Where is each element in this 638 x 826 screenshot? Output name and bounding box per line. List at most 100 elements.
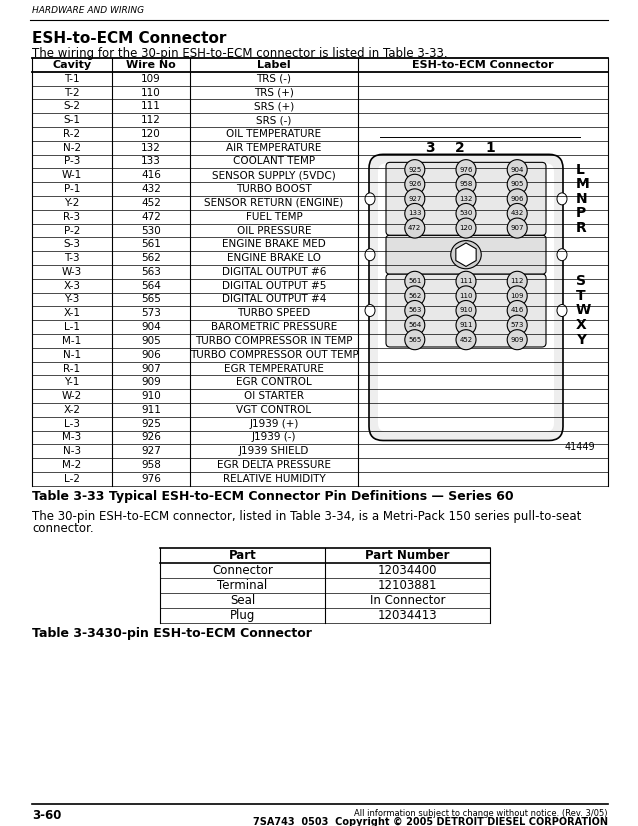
Circle shape <box>507 315 527 335</box>
Text: 7SA743  0503  Copyright © 2005 DETROIT DIESEL CORPORATION: 7SA743 0503 Copyright © 2005 DETROIT DIE… <box>253 817 608 826</box>
Text: Label: Label <box>257 60 291 70</box>
Text: 111: 111 <box>459 278 473 284</box>
Text: Plug: Plug <box>230 609 255 622</box>
FancyBboxPatch shape <box>386 163 546 235</box>
Text: 562: 562 <box>141 253 161 263</box>
Ellipse shape <box>557 192 567 205</box>
Circle shape <box>507 330 527 349</box>
Text: 416: 416 <box>510 307 524 314</box>
Text: SRS (-): SRS (-) <box>256 115 292 125</box>
Text: 30-pin ESH-to-ECM Connector: 30-pin ESH-to-ECM Connector <box>87 627 312 640</box>
Text: N-2: N-2 <box>63 143 81 153</box>
Text: 911: 911 <box>459 322 473 328</box>
Text: T: T <box>576 289 586 303</box>
Circle shape <box>404 330 425 349</box>
Text: 909: 909 <box>141 377 161 387</box>
Text: X-1: X-1 <box>64 308 80 318</box>
Text: COOLANT TEMP: COOLANT TEMP <box>233 156 315 167</box>
Text: L-3: L-3 <box>64 419 80 429</box>
Text: 561: 561 <box>408 278 422 284</box>
Text: R: R <box>576 221 587 235</box>
Text: 452: 452 <box>141 198 161 208</box>
Text: N: N <box>576 192 588 206</box>
Circle shape <box>456 218 476 238</box>
Text: P: P <box>576 206 586 221</box>
Circle shape <box>456 286 476 306</box>
Text: SENSOR SUPPLY (5VDC): SENSOR SUPPLY (5VDC) <box>212 170 336 180</box>
Text: 910: 910 <box>459 307 473 314</box>
Text: 432: 432 <box>510 211 524 216</box>
Circle shape <box>404 189 425 209</box>
Ellipse shape <box>365 249 375 261</box>
Circle shape <box>456 330 476 349</box>
Text: S-3: S-3 <box>64 240 80 249</box>
Text: 905: 905 <box>141 336 161 346</box>
Text: EGR CONTROL: EGR CONTROL <box>236 377 312 387</box>
Circle shape <box>507 189 527 209</box>
Text: ENGINE BRAKE MED: ENGINE BRAKE MED <box>222 240 326 249</box>
Text: connector.: connector. <box>32 522 94 534</box>
Text: EGR DELTA PRESSURE: EGR DELTA PRESSURE <box>217 460 331 470</box>
Text: 41449: 41449 <box>565 442 596 452</box>
Text: ESH-to-ECM Connector: ESH-to-ECM Connector <box>412 60 554 70</box>
Text: 109: 109 <box>510 293 524 299</box>
Text: 976: 976 <box>459 167 473 173</box>
Circle shape <box>404 174 425 194</box>
Circle shape <box>507 301 527 320</box>
Circle shape <box>404 301 425 320</box>
Ellipse shape <box>557 249 567 261</box>
Text: The 30-pin ESH-to-ECM connector, listed in Table 3-34, is a Metri-Pack 150 serie: The 30-pin ESH-to-ECM connector, listed … <box>32 510 581 523</box>
Text: AIR TEMPERATURE: AIR TEMPERATURE <box>226 143 322 153</box>
Text: 927: 927 <box>141 446 161 456</box>
Text: R-3: R-3 <box>63 211 80 221</box>
Text: 112: 112 <box>141 115 161 125</box>
Text: EGR TEMPERATURE: EGR TEMPERATURE <box>224 363 324 373</box>
Text: R-2: R-2 <box>63 129 80 139</box>
Text: TURBO SPEED: TURBO SPEED <box>237 308 311 318</box>
Text: L: L <box>576 163 585 177</box>
Circle shape <box>456 203 476 224</box>
Text: 904: 904 <box>141 322 161 332</box>
Text: 416: 416 <box>141 170 161 180</box>
Text: 3-60: 3-60 <box>32 809 61 822</box>
Text: 12034400: 12034400 <box>378 564 437 577</box>
Circle shape <box>507 271 527 292</box>
Text: 1: 1 <box>485 140 495 154</box>
Text: X-2: X-2 <box>64 405 80 415</box>
Text: 452: 452 <box>459 337 473 343</box>
Text: 976: 976 <box>141 474 161 484</box>
Text: 472: 472 <box>141 211 161 221</box>
Text: 573: 573 <box>510 322 524 328</box>
Text: 926: 926 <box>408 181 422 188</box>
Text: TURBO COMPRESSOR OUT TEMP: TURBO COMPRESSOR OUT TEMP <box>189 349 359 359</box>
Text: 120: 120 <box>459 225 473 231</box>
Text: P-2: P-2 <box>64 225 80 235</box>
Text: 133: 133 <box>408 211 422 216</box>
Text: 132: 132 <box>459 196 473 202</box>
FancyBboxPatch shape <box>386 235 546 274</box>
Text: 910: 910 <box>141 391 161 401</box>
Text: 573: 573 <box>141 308 161 318</box>
Text: TRS (+): TRS (+) <box>254 88 294 97</box>
Text: W-2: W-2 <box>62 391 82 401</box>
Circle shape <box>404 218 425 238</box>
Text: W-1: W-1 <box>62 170 82 180</box>
Text: 904: 904 <box>510 167 524 173</box>
Text: 2: 2 <box>455 140 465 154</box>
Text: RELATIVE HUMIDITY: RELATIVE HUMIDITY <box>223 474 325 484</box>
Text: M-2: M-2 <box>63 460 82 470</box>
Text: FUEL TEMP: FUEL TEMP <box>246 211 302 221</box>
Text: 958: 958 <box>141 460 161 470</box>
Text: 909: 909 <box>510 337 524 343</box>
Text: X: X <box>576 318 587 332</box>
Circle shape <box>404 315 425 335</box>
Text: In Connector: In Connector <box>370 594 445 607</box>
Text: 906: 906 <box>510 196 524 202</box>
Text: 432: 432 <box>141 184 161 194</box>
Text: 561: 561 <box>141 240 161 249</box>
Text: SENSOR RETURN (ENGINE): SENSOR RETURN (ENGINE) <box>204 198 344 208</box>
Ellipse shape <box>557 305 567 316</box>
Text: 562: 562 <box>408 293 422 299</box>
Text: Terminal: Terminal <box>218 579 267 591</box>
Text: 907: 907 <box>510 225 524 231</box>
